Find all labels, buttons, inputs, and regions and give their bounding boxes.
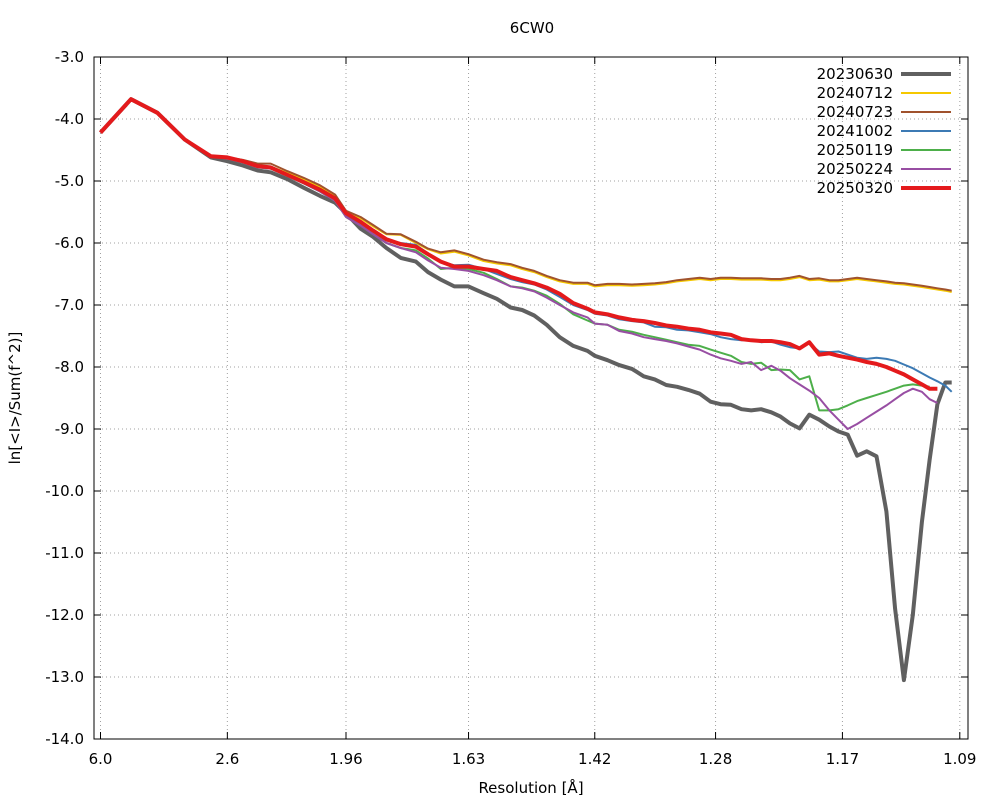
x-tick-label: 1.63 [452,750,485,768]
y-tick-label: -14.0 [45,730,84,748]
x-tick-label: 2.6 [215,750,239,768]
y-tick-label: -9.0 [55,420,84,438]
x-tick-label: 1.96 [329,750,362,768]
legend-label-20250224: 20250224 [817,160,893,178]
legend: 2023063020240712202407232024100220250119… [817,65,951,197]
plot-frame [93,56,969,740]
y-tick-label: -13.0 [45,668,84,686]
x-axis-title: Resolution [Å] [478,778,583,797]
series-layer [99,97,953,683]
y-tick-label: -10.0 [45,482,84,500]
series-line-20250320 [99,97,938,391]
legend-label-20240723: 20240723 [817,103,893,121]
legend-label-20230630: 20230630 [817,65,893,83]
x-tick-label: 6.0 [89,750,113,768]
y-tick-label: -4.0 [55,110,84,128]
series-line-20250224 [99,98,938,430]
x-tick-label: 1.28 [699,750,732,768]
y-axis-title: ln[<I>/Sum(f^2)] [6,332,24,465]
y-tick-label: -5.0 [55,172,84,190]
y-tick-label: -12.0 [45,606,84,624]
grid [94,57,968,739]
series-line-20240723 [99,98,952,292]
legend-label-20240712: 20240712 [817,84,893,102]
legend-label-20250320: 20250320 [817,179,893,197]
y-axis-ticks: -3.0 -4.0 -5.0 -6.0 -7.0 -8.0 -9.0 -10.0 -11.0 -1… [45,48,968,748]
chart-title: 6CW0 [510,19,554,37]
series-line-20230630 [99,97,952,683]
x-tick-label: 1.17 [826,750,859,768]
legend-label-20250119: 20250119 [817,141,893,159]
series-line-20240712 [99,98,952,293]
y-tick-label: -6.0 [55,234,84,252]
y-tick-label: -11.0 [45,544,84,562]
x-tick-label: 1.42 [578,750,611,768]
series-line-20250119 [99,98,930,412]
x-axis-ticks: 6.0 2.6 1.96 1.63 1.42 1.28 1.17 1.09 [89,57,976,768]
y-tick-label: -8.0 [55,358,84,376]
legend-label-20241002: 20241002 [817,122,893,140]
y-tick-label: -3.0 [55,48,84,66]
x-tick-label: 1.09 [943,750,976,768]
y-tick-label: -7.0 [55,296,84,314]
